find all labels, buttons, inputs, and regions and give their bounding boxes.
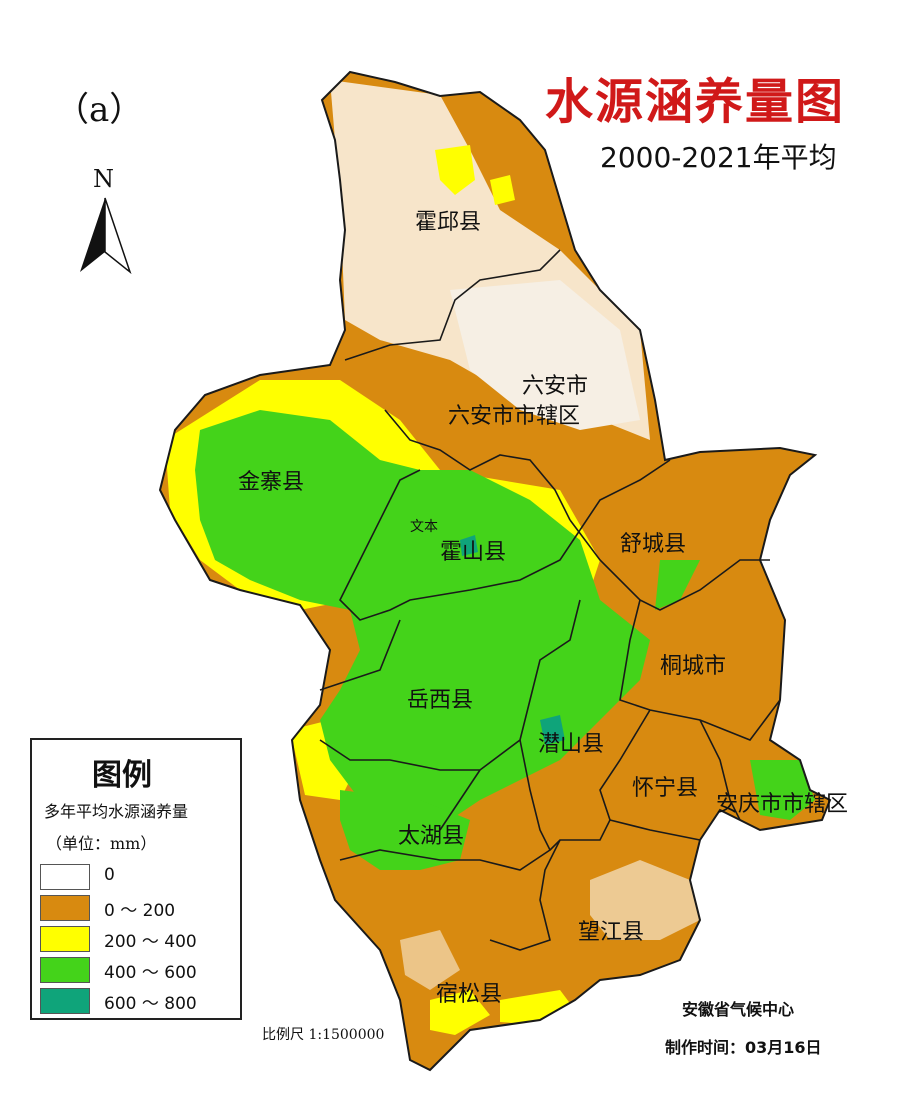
legend-item-label: 0 ～ 200 bbox=[104, 901, 176, 921]
county-boundaries bbox=[319, 249, 781, 951]
legend-swatch bbox=[40, 895, 90, 921]
north-arrow-icon bbox=[80, 197, 132, 275]
legend-item: 400 ～ 600 bbox=[40, 957, 240, 987]
city-label-luan: 六安市 bbox=[522, 374, 589, 399]
county-label-huoqiu: 霍邱县 bbox=[415, 210, 482, 235]
county-label-huaining: 怀宁县 bbox=[632, 776, 699, 801]
county-label-huoshan: 霍山县 bbox=[440, 540, 507, 565]
county-label-tongcheng: 桐城市 bbox=[660, 654, 727, 679]
legend-swatch bbox=[40, 864, 90, 890]
map-subtitle: 2000-2021年平均 bbox=[600, 141, 837, 174]
legend-item-label: 400 ～ 600 bbox=[104, 963, 197, 983]
agency-credit: 安徽省气候中心 bbox=[682, 1000, 795, 1019]
legend-item: 0 bbox=[40, 864, 240, 894]
placeholder-text-label: 文本 bbox=[410, 519, 438, 535]
panel-label: （a） bbox=[55, 90, 144, 130]
legend-item: 600 ～ 800 bbox=[40, 988, 240, 1018]
scale-text: 比例尺 1:1500000 bbox=[262, 1027, 385, 1043]
county-label-shucheng: 舒城县 bbox=[620, 532, 687, 557]
county-label-taihu: 太湖县 bbox=[398, 824, 465, 849]
legend-item: 0 ～ 200 bbox=[40, 895, 240, 925]
county-label-yuexi: 岳西县 bbox=[407, 688, 474, 713]
north-label: N bbox=[93, 165, 114, 193]
county-label-susong: 宿松县 bbox=[436, 982, 503, 1007]
legend-item-label: 0 bbox=[104, 865, 115, 885]
legend-unit: （单位：mm） bbox=[46, 834, 157, 853]
legend-swatch bbox=[40, 926, 90, 952]
legend-item: 200 ～ 400 bbox=[40, 926, 240, 956]
production-date: 制作时间：03月16日 bbox=[665, 1038, 822, 1057]
county-label-jinzhai: 金寨县 bbox=[238, 470, 305, 495]
legend-item-label: 600 ～ 800 bbox=[104, 994, 197, 1014]
legend-title: 图例 bbox=[92, 758, 152, 793]
county-label-wangjiang: 望江县 bbox=[578, 920, 645, 945]
legend-swatch bbox=[40, 988, 90, 1014]
county-label-luan-district: 六安市市辖区 bbox=[448, 404, 581, 429]
county-label-anqing-district: 安庆市市辖区 bbox=[716, 792, 849, 817]
region-outline bbox=[158, 70, 832, 1072]
legend-item-label: 200 ～ 400 bbox=[104, 932, 197, 952]
county-label-qianshan: 潜山县 bbox=[538, 732, 605, 757]
map-title: 水源涵养量图 bbox=[545, 74, 846, 130]
legend-swatch bbox=[40, 957, 90, 983]
map-legend: 图例 多年平均水源涵养量 （单位：mm） 0 0 ～ 200 200 ～ 400… bbox=[30, 738, 242, 1020]
legend-subtitle: 多年平均水源涵养量 bbox=[44, 802, 189, 821]
